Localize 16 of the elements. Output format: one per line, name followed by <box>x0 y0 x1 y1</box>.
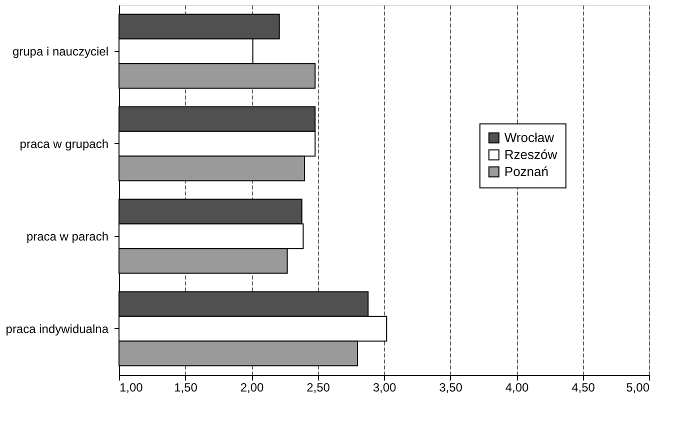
legend-label: Poznań <box>504 164 548 179</box>
x-tick-label: 1,50 <box>174 380 198 394</box>
y-tick-label: grupa i nauczyciel <box>12 44 108 58</box>
x-tick-label: 4,00 <box>505 380 529 394</box>
x-tick-label: 3,50 <box>439 380 463 394</box>
x-tick-label: 2,00 <box>240 380 264 394</box>
y-tick-label: praca indywidualna <box>6 322 109 336</box>
x-tick-label: 1,00 <box>120 380 144 394</box>
x-tick-label: 2,50 <box>306 380 330 394</box>
y-tick-label: praca w grupach <box>20 136 108 151</box>
x-tick-label: 4,50 <box>572 380 596 394</box>
x-tick-label: 3,00 <box>372 380 396 394</box>
legend-label: Wrocław <box>504 130 555 145</box>
y-tick-label: praca w parach <box>26 229 108 244</box>
legend-label: Rzeszów <box>504 146 558 162</box>
x-tick-label: 5,00 <box>626 380 650 394</box>
